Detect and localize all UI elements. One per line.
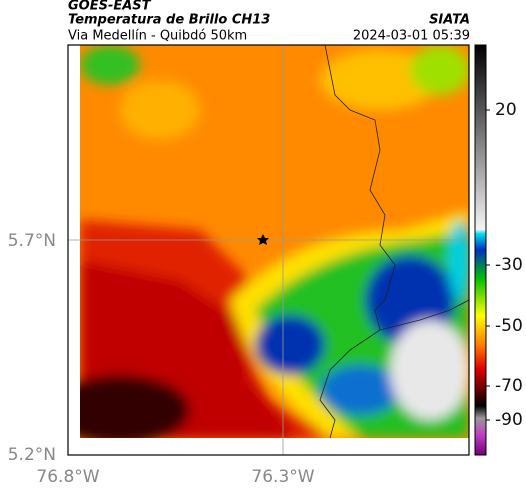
route: Via Medellín - Quibdó 50km — [68, 29, 247, 44]
timestamp: 2024-03-01 05:39 — [353, 29, 470, 44]
source: SIATA — [429, 13, 470, 28]
colorbar-tick-label: -50 — [495, 316, 523, 336]
location-star — [257, 234, 269, 245]
colorbar-tick-label: -70 — [495, 376, 523, 396]
lat-label: 5.2°N — [8, 445, 56, 465]
colorbar-tick-label: 20 — [495, 100, 517, 120]
title: GOES-EAST — [68, 0, 152, 14]
satellite-image — [80, 45, 469, 438]
lon-label: 76.3°W — [251, 467, 314, 487]
colorbar — [474, 44, 487, 456]
colorbar-tick-label: -90 — [495, 410, 523, 430]
colorbar-tick-label: -30 — [495, 255, 523, 275]
subtitle: Temperatura de Brillo CH13 — [68, 13, 270, 28]
lon-label: 76.8°W — [36, 467, 99, 487]
map-frame — [67, 44, 470, 456]
lat-label: 5.7°N — [8, 231, 56, 251]
colorbar-ticks: 20 -30 -50 -70 -90 — [486, 100, 523, 430]
